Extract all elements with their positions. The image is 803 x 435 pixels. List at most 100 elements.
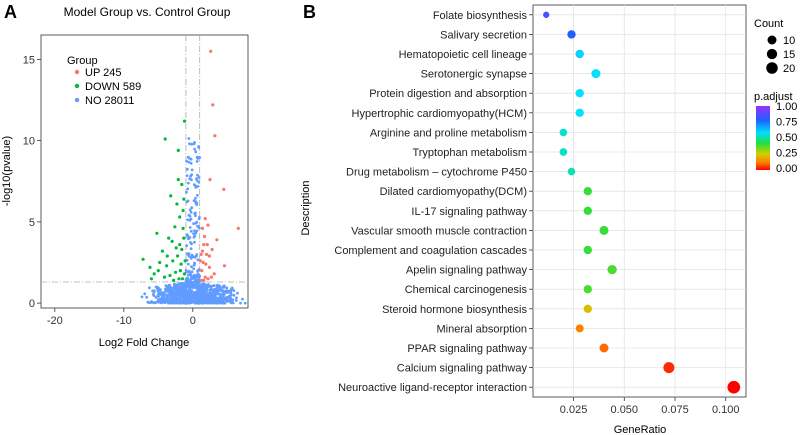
volcano-point-no	[159, 288, 162, 292]
volcano-point-no	[192, 263, 196, 267]
volcano-axes: -20 -10 0 0 5 10 15	[23, 54, 196, 327]
volcano-point-no	[203, 295, 207, 299]
volcano-point-no	[186, 218, 190, 222]
enrichment-dot	[559, 128, 568, 137]
volcano-point-no	[173, 296, 177, 300]
term-label: Vascular smooth muscle contraction	[351, 225, 527, 237]
volcano-legend-key-down	[74, 83, 80, 89]
volcano-point-no	[157, 286, 160, 290]
volcano-point-up	[202, 278, 206, 282]
volcano-point-no	[229, 293, 233, 297]
count-legend: Count 10 15 20	[754, 18, 795, 75]
volcano-panel: A Model Group vs. Control Group -20 -10 0 0…	[1, 2, 249, 349]
count-legend-dot	[766, 62, 778, 74]
volcano-point-no	[193, 147, 197, 151]
volcano-point-up	[215, 238, 219, 242]
volcano-point-no	[241, 297, 244, 301]
enrichment-dot	[591, 69, 601, 79]
volcano-point-no	[209, 291, 212, 295]
enrichment-x-tick-label: 0.100	[712, 404, 740, 416]
volcano-point-down	[180, 247, 184, 252]
enrichment-dot	[599, 225, 609, 235]
volcano-point-no	[192, 232, 196, 236]
volcano-point-no	[177, 287, 181, 291]
volcano-point-no	[170, 299, 174, 302]
volcano-point-no	[162, 297, 166, 301]
volcano-title: Model Group vs. Control Group	[64, 5, 231, 19]
volcano-y-tick-label: 0	[29, 298, 35, 310]
enrichment-panel: B Folate biosynthesis Salivary secretion H…	[300, 2, 797, 435]
volcano-point-no	[180, 287, 183, 291]
volcano-point-no	[198, 289, 201, 292]
term-label: Chemical carcinogenesis	[405, 284, 528, 296]
volcano-point-up	[213, 134, 217, 138]
volcano-point-no	[159, 301, 163, 304]
volcano-point-no	[243, 301, 247, 305]
volcano-point-no	[201, 298, 205, 302]
term-label: Neuroactive ligand-receptor interaction	[338, 382, 527, 394]
volcano-point-down	[149, 277, 153, 281]
padj-legend-label: 0.00	[776, 163, 797, 175]
volcano-point-no	[186, 273, 190, 277]
volcano-point-no	[146, 300, 150, 304]
volcano-point-down	[176, 178, 180, 182]
volcano-point-no	[206, 300, 210, 304]
term-label: Apelin signaling pathway	[406, 265, 528, 277]
volcano-point-down	[173, 225, 177, 229]
volcano-point-no	[192, 255, 196, 259]
volcano-point-down	[165, 264, 169, 268]
volcano-point-no	[173, 288, 177, 292]
panel-a-label: A	[4, 2, 17, 22]
volcano-point-no	[178, 290, 182, 293]
volcano-point-down	[176, 148, 180, 152]
volcano-point-down	[175, 202, 179, 206]
volcano-point-up	[206, 277, 210, 281]
volcano-point-no	[190, 265, 193, 269]
volcano-point-no	[188, 280, 192, 284]
volcano-point-no	[194, 254, 198, 258]
padj-legend-label: 0.50	[776, 132, 797, 144]
volcano-point-no	[186, 289, 189, 293]
volcano-point-no	[140, 295, 144, 299]
volcano-x-tick-label: -10	[116, 315, 132, 327]
volcano-point-no	[188, 177, 192, 181]
volcano-significant-points	[141, 49, 240, 282]
volcano-legend-label-up: UP 245	[85, 67, 122, 79]
volcano-point-up	[236, 226, 240, 230]
volcano-point-no	[154, 301, 158, 304]
volcano-point-no	[234, 299, 238, 302]
volcano-point-no	[192, 267, 196, 271]
enrichment-dot	[575, 108, 584, 117]
volcano-point-no	[187, 181, 190, 185]
volcano-point-no	[187, 237, 191, 240]
volcano-point-no	[189, 229, 193, 233]
volcano-point-no	[214, 288, 218, 291]
volcano-point-down	[180, 182, 184, 187]
volcano-point-down	[160, 249, 164, 253]
volcano-point-no	[187, 160, 191, 164]
volcano-point-no	[197, 180, 201, 184]
padj-legend: p.adjust 1.00 0.75 0.50 0.25 0.00	[754, 91, 797, 175]
volcano-point-no	[198, 291, 202, 294]
volcano-point-no	[168, 301, 172, 305]
volcano-point-no	[188, 298, 192, 302]
enrichment-dot	[559, 148, 568, 156]
enrichment-axes: 0.025 0.050 0.075 0.100	[529, 14, 740, 416]
volcano-point-no	[188, 287, 192, 291]
volcano-point-down	[167, 236, 171, 240]
term-label: PPAR signaling pathway	[407, 343, 527, 355]
volcano-point-down	[169, 194, 173, 198]
volcano-point-no	[182, 300, 186, 303]
volcano-point-no	[185, 200, 189, 204]
count-legend-dot	[766, 48, 778, 60]
volcano-point-no	[206, 293, 210, 297]
volcano-point-no	[194, 214, 197, 218]
volcano-point-no	[185, 174, 189, 178]
volcano-point-no	[209, 293, 213, 297]
volcano-point-up	[209, 49, 213, 53]
volcano-y-tick-label: 10	[23, 136, 35, 148]
volcano-point-down	[148, 265, 152, 269]
volcano-point-no	[186, 300, 190, 304]
volcano-point-no	[195, 155, 199, 159]
volcano-point-no	[239, 301, 242, 305]
